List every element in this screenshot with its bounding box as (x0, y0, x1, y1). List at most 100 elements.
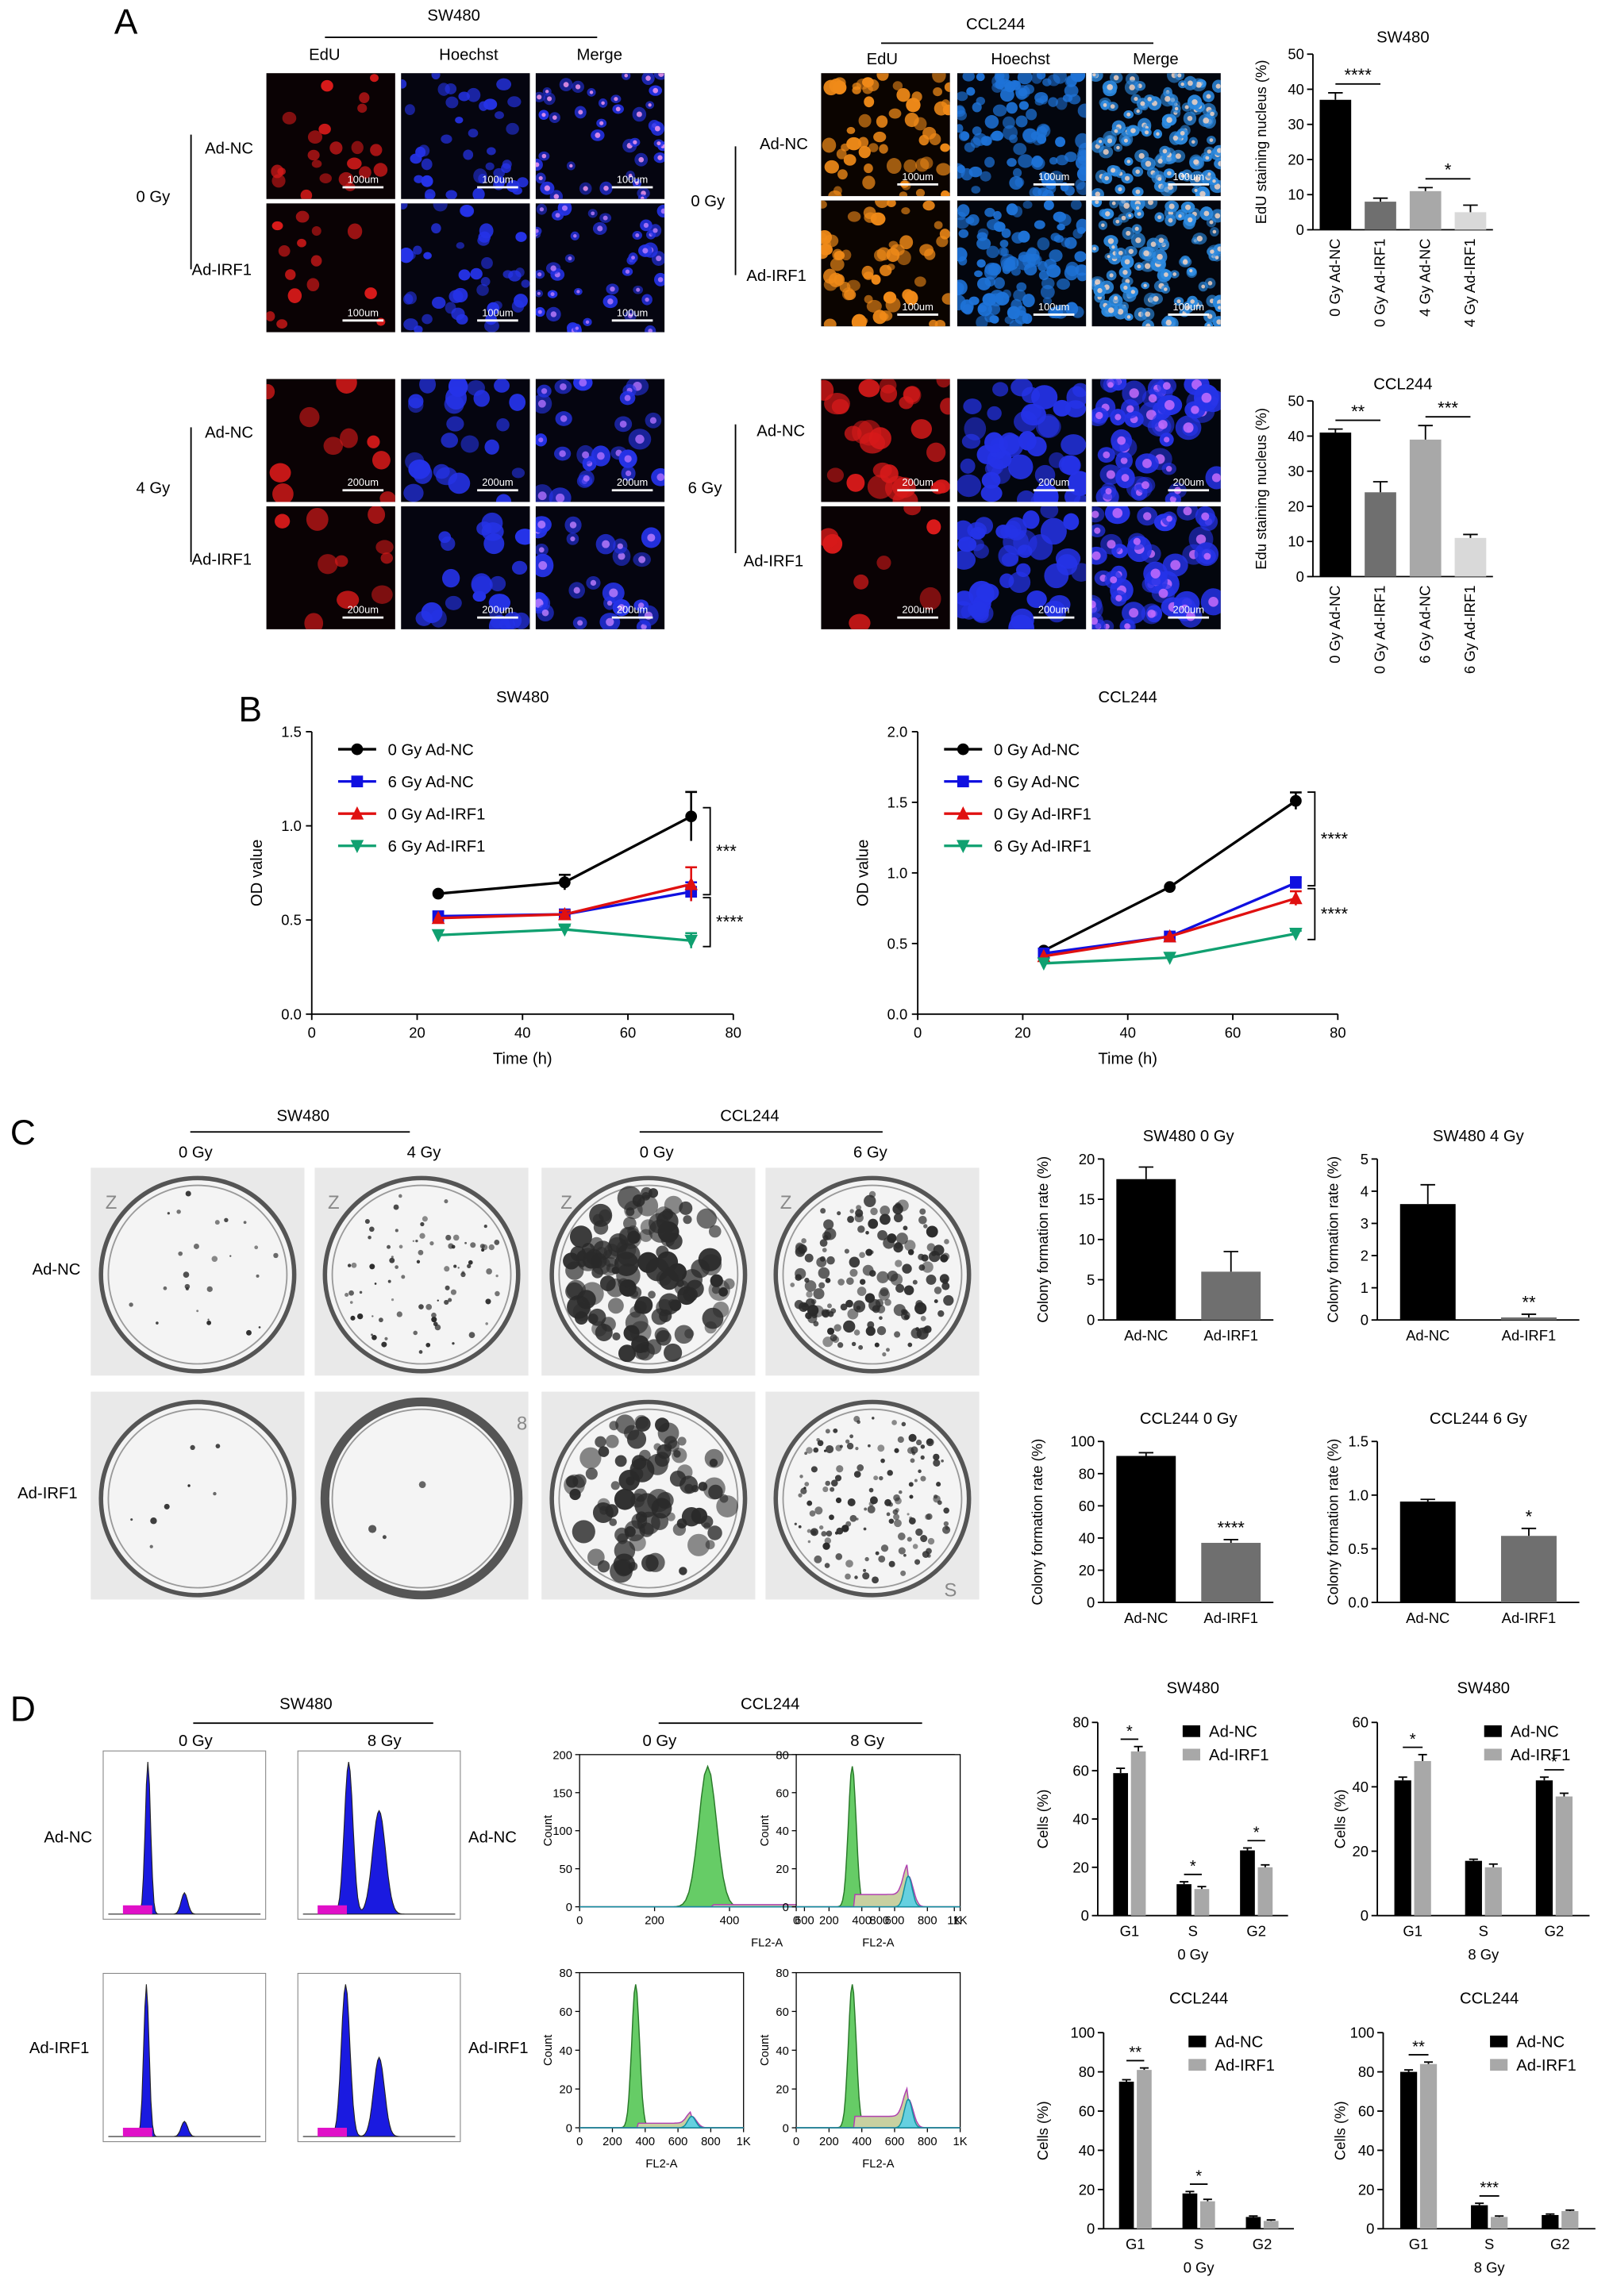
chart-title: SW480 0 Gy (1143, 1128, 1235, 1145)
colony (273, 1252, 279, 1259)
colony (460, 1271, 466, 1278)
a-ccl244-col-merge: Merge (1133, 51, 1179, 69)
scale-bar-label: 100um (482, 306, 513, 318)
colony (822, 1486, 829, 1493)
y-tick-label: 60 (1353, 1714, 1369, 1731)
panel-letter-a: A (114, 2, 138, 43)
colony (934, 1299, 938, 1304)
colony (595, 1436, 606, 1448)
colony (677, 1436, 687, 1446)
y-tick-label: 0.5 (887, 935, 908, 952)
colony-plate-graphic (773, 1175, 972, 1374)
colony (894, 1519, 902, 1528)
a-sw480-col-edu: EdU (309, 47, 341, 65)
colony (810, 1466, 818, 1473)
colony (855, 1447, 859, 1451)
y-tick-label: 1 (1361, 1279, 1369, 1296)
scale-bar-label: 100um (902, 301, 933, 313)
colony (425, 1342, 431, 1348)
colony (926, 1274, 937, 1285)
y-tick-label: 1.5 (1348, 1433, 1369, 1450)
bar-ad-irf1-s (1491, 2217, 1508, 2229)
x-tick-label: 0 (576, 2136, 583, 2148)
d-left-row-adnc: Ad-NC (44, 1829, 93, 1848)
chart-a-sw480-edu: SW480 0 10 20 30 40 50 EdU staining nucleus (%)… (1253, 29, 1493, 327)
colony (809, 1510, 816, 1517)
y-tick-label: 0 (1361, 1312, 1369, 1329)
colony (243, 1221, 247, 1225)
a-ccl244-col-edu: EdU (866, 51, 899, 69)
d-sw480-header-rule (193, 1722, 433, 1725)
scale-bar-label: 100um (1038, 301, 1069, 313)
chart-b-sw480-od: SW480 0.0 0.5 1.0 1.5 0 20 40 60 80 Time (h) OD val… (248, 689, 744, 1067)
colony (624, 1520, 645, 1542)
colony (944, 1239, 949, 1244)
data-point (558, 906, 572, 921)
colony (854, 1575, 858, 1579)
micro-ccl244-r2-merge: 200um (1091, 379, 1221, 502)
colony (845, 1573, 851, 1580)
colony (183, 1271, 190, 1278)
colony (597, 1498, 610, 1511)
g2-peak (796, 1875, 960, 1908)
colony (422, 1216, 428, 1222)
chart-subtitle: 0 Gy (1184, 2259, 1215, 2276)
significance-label: * (1253, 1825, 1260, 1842)
y-tick-label: 60 (560, 2006, 572, 2019)
c-dose-6-ccl244: 6 Gy (853, 1144, 887, 1163)
colony (190, 1444, 195, 1451)
colony (470, 1242, 476, 1248)
colony (806, 1500, 813, 1506)
micro-sw480-r0-merge: 100um (535, 73, 665, 199)
colony (804, 1452, 808, 1456)
colony (418, 1304, 424, 1310)
a-sw480-row-adnc-4: Ad-NC (205, 424, 254, 442)
bar-0-gy-ad-nc (1319, 99, 1352, 230)
scale-bar-label: 200um (482, 604, 513, 616)
colony (897, 1533, 906, 1540)
colony (479, 1244, 485, 1249)
colony (887, 1470, 893, 1476)
x-tick-label: 40 (1119, 1024, 1135, 1040)
x-tick-label: S (1194, 2236, 1203, 2252)
colony (901, 1421, 907, 1427)
scale-bar-label: 200um (1038, 476, 1069, 488)
colony (213, 1491, 217, 1496)
colony (908, 1482, 914, 1487)
x-tick-label: 80 (1330, 1024, 1345, 1040)
chart-subtitle: 8 Gy (1474, 2259, 1506, 2276)
colony (926, 1513, 933, 1520)
y-axis-label: Cells (%) (1034, 2101, 1051, 2160)
y-tick-label: 0.0 (281, 1006, 302, 1022)
micro-sw480-r1-edu-cells: 100um (266, 210, 386, 329)
y-tick-label: 0 (1296, 221, 1304, 238)
colony (256, 1274, 260, 1278)
x-tick-label: 200 (819, 1915, 839, 1928)
colony (837, 1342, 844, 1348)
bar-6-gy-ad-irf1 (1454, 537, 1487, 577)
scale-bar-label: 200um (1173, 476, 1204, 488)
y-tick-label: 40 (1353, 1779, 1369, 1795)
x-tick-label: G2 (1253, 2236, 1272, 2252)
x-tick-label: G2 (1246, 1922, 1266, 1939)
chart-title: SW480 (1167, 1679, 1219, 1697)
colony (900, 1570, 907, 1576)
colony (827, 1327, 835, 1335)
x-tick-label: 800 (918, 1915, 937, 1928)
colony (206, 1286, 213, 1292)
colony (858, 1344, 864, 1350)
micro-sw480-r2-edu: 200um (266, 379, 395, 502)
colony (579, 1447, 602, 1469)
x-tick-label: 0 (793, 2136, 799, 2148)
colony (907, 1342, 913, 1348)
x-tick-label: 6 Gy Ad-IRF1 (1461, 586, 1478, 675)
colony (564, 1474, 585, 1496)
colony (840, 1303, 848, 1311)
y-tick-label: 40 (1079, 2142, 1095, 2159)
legend-label: Ad-IRF1 (1215, 2057, 1274, 2075)
colony (696, 1208, 718, 1229)
bar-ad-irf1-g1 (1414, 1760, 1431, 1916)
chart-subtitle: 0 Gy (1177, 1946, 1209, 1963)
colony (863, 1527, 867, 1531)
colony (364, 1218, 370, 1225)
